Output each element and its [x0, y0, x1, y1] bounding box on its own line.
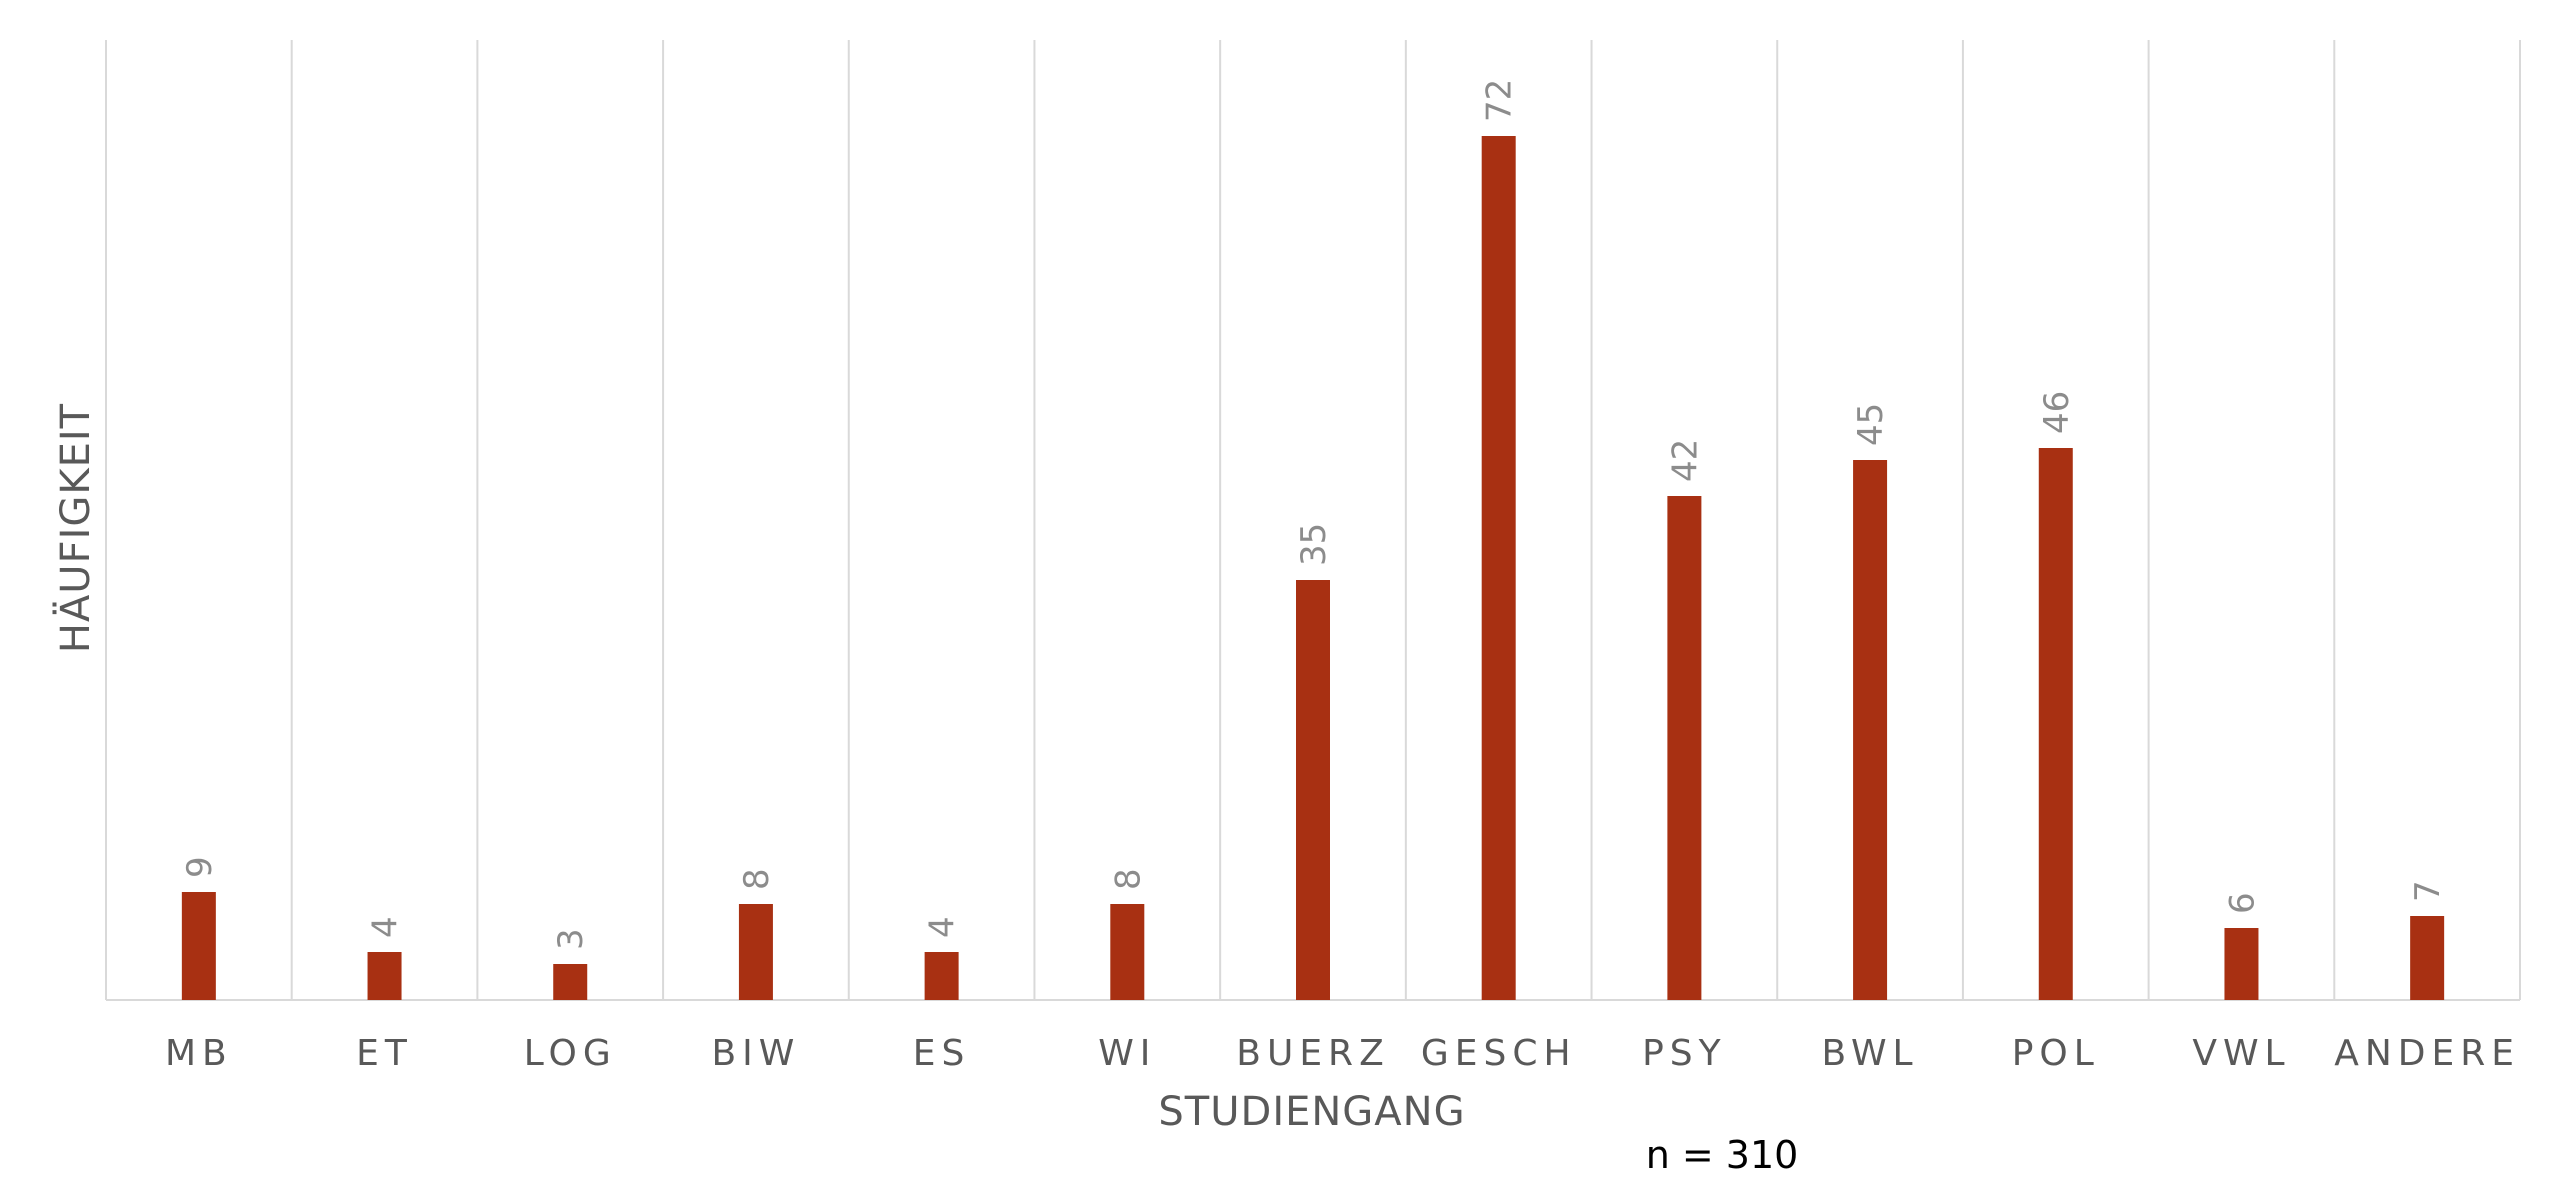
data-label-andere: 7 — [2408, 880, 2448, 902]
data-label-bwl: 45 — [1851, 403, 1891, 446]
x-tick-label-buerz: BUERZ — [1236, 1033, 1389, 1074]
x-tick-label-et: ET — [356, 1033, 413, 1074]
data-label-es: 4 — [923, 916, 963, 938]
bar-bwl — [1853, 460, 1888, 1000]
data-label-biw: 8 — [737, 868, 777, 890]
x-tick-label-vwl: VWL — [2192, 1033, 2290, 1074]
data-label-psy: 42 — [1665, 439, 1705, 482]
x-axis-title: STUDIENGANG — [1158, 1089, 1466, 1135]
x-tick-label-es: ES — [913, 1033, 971, 1074]
data-label-log: 3 — [551, 928, 591, 950]
x-tick-label-gesch: GESCH — [1421, 1033, 1577, 1074]
bar-andere — [2410, 916, 2445, 1000]
data-label-wi: 8 — [1108, 868, 1148, 890]
bar-es — [924, 952, 959, 1000]
x-tick-label-wi: WI — [1098, 1033, 1156, 1074]
sample-size-note: n = 310 — [1645, 1133, 1799, 1177]
y-axis-title: HÄUFIGKEIT — [53, 402, 99, 654]
x-tick-label-log: LOG — [524, 1033, 617, 1074]
bar-wi — [1110, 904, 1145, 1000]
bar-mb — [181, 892, 216, 1000]
bar-gesch — [1481, 136, 1516, 1000]
data-label-buerz: 35 — [1294, 523, 1334, 566]
x-tick-label-psy: PSY — [1642, 1033, 1727, 1074]
data-label-et: 4 — [366, 916, 406, 938]
bar-vwl — [2224, 928, 2259, 1000]
x-tick-label-andere: ANDERE — [2334, 1033, 2520, 1074]
bar-et — [367, 952, 402, 1000]
bar-buerz — [1296, 580, 1330, 1000]
bar-biw — [738, 904, 773, 1000]
data-label-vwl: 6 — [2222, 892, 2262, 914]
x-tick-label-bwl: BWL — [1822, 1033, 1919, 1074]
x-tick-label-biw: BIW — [711, 1033, 800, 1074]
data-label-pol: 46 — [2037, 391, 2077, 434]
bar-pol — [2038, 448, 2073, 1000]
data-label-gesch: 72 — [1480, 79, 1520, 122]
bar-psy — [1667, 496, 1702, 1000]
bar-log — [553, 964, 588, 1000]
x-tick-label-pol: POL — [2012, 1033, 2100, 1074]
x-tick-label-mb: MB — [165, 1033, 233, 1074]
data-label-mb: 9 — [180, 856, 220, 878]
